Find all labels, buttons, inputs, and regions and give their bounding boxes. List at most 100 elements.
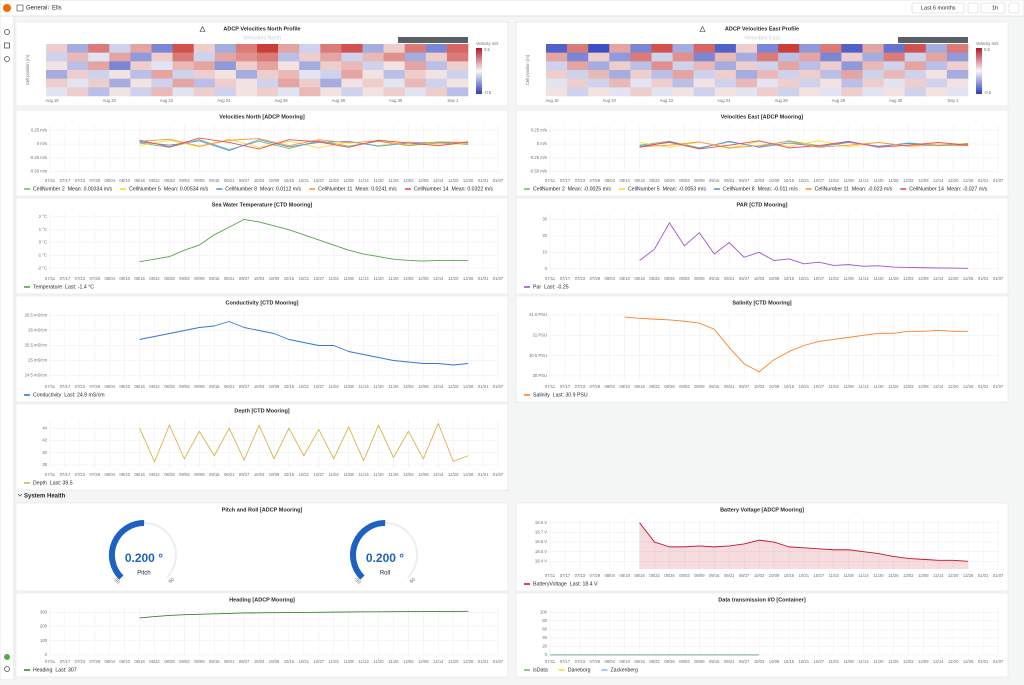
legend-stat: Last: 24.9 mS/cm [64, 392, 104, 398]
heatmap-cell [862, 70, 884, 79]
heatmap-cell [588, 61, 610, 71]
x-tick-label: 09/15 [209, 659, 220, 664]
search-icon[interactable] [4, 29, 10, 35]
refresh-interval[interactable]: 1h [992, 5, 998, 11]
x-tick-label: 10/09 [769, 384, 780, 389]
heatmap-cell [425, 52, 448, 62]
heatmap-cell [735, 78, 758, 88]
x-tick-label: 09/27 [239, 384, 250, 389]
heatmap-cell [404, 70, 427, 79]
heatmap-cell [130, 52, 152, 62]
time-picker[interactable] [911, 2, 965, 14]
colorbar-tick: -0.5 [984, 90, 992, 95]
logo[interactable] [3, 4, 11, 12]
x-tick-label: 11/26 [888, 573, 899, 578]
x-tick-label: 08/04 [604, 659, 615, 664]
tv-mode-button[interactable] [1008, 2, 1020, 14]
avatar[interactable] [4, 654, 10, 660]
panel-title: Data transmission I/O [Container] [718, 597, 806, 603]
row-chevron[interactable] [17, 493, 23, 497]
panel [15, 197, 509, 295]
x-tick-label: 09/21 [224, 472, 235, 477]
x-tick-label: 09/27 [239, 178, 250, 183]
legend-stat: Mean: 0.0322 m/s [452, 186, 494, 192]
heatmap-cell [214, 87, 237, 97]
row-title[interactable]: System Health [24, 494, 66, 500]
y-tick-label: 26.5 mS/cm [25, 313, 48, 318]
x-tick-label: 08/22 [149, 276, 160, 281]
x-tick-label: 11/08 [344, 276, 355, 281]
heatmap-cell [257, 61, 279, 71]
x-tick-label: 01/07 [493, 178, 504, 183]
colorbar-label: Velocity m/s [976, 41, 998, 46]
breadcrumb-folder[interactable]: General [26, 6, 47, 12]
x-tick-label: 07/23 [575, 276, 586, 281]
heatmap-cell [630, 52, 652, 62]
panel [15, 403, 509, 491]
x-tick-label: 11/20 [873, 384, 884, 389]
x-tick-label: 08/04 [104, 178, 115, 183]
x-tick-label: 08/10 [619, 178, 630, 183]
heatmap-cell [609, 61, 631, 71]
heatmap-cell [799, 87, 821, 97]
x-tick-label: 09/21 [724, 659, 735, 664]
x-tick-label: 07/29 [90, 178, 101, 183]
x-tick-label: 09/27 [739, 178, 750, 183]
y-tick-label: 60 [542, 626, 547, 631]
x-tick-label: 01/01 [978, 659, 989, 664]
x-tick-label: 07/23 [575, 178, 586, 183]
alerts-icon[interactable] [4, 56, 10, 62]
panel-subtitle: Velocities East [744, 35, 780, 41]
x-tick-label: 07/17 [560, 573, 571, 578]
x-tick-label: 12/26 [963, 276, 974, 281]
x-tick-label: 12/20 [448, 178, 459, 183]
x-tick-label: 12/08 [418, 276, 429, 281]
heatmap-cell [778, 44, 800, 53]
x-tick-label: 08/16 [134, 384, 145, 389]
x-tick-label: 08/28 [664, 573, 675, 578]
heatmap-cell [341, 44, 363, 53]
series-line [139, 610, 469, 619]
heatmap-cell [193, 52, 216, 62]
panel-title: Battery Voltage [ADCP Mooring] [720, 507, 804, 513]
heatmap-cell [46, 70, 68, 79]
heatmap-cell [672, 61, 694, 71]
x-tick-label: 08/22 [649, 178, 660, 183]
x-tick-label: 12/02 [903, 659, 914, 664]
breadcrumb-dashboard[interactable]: Ells [52, 6, 62, 12]
x-tick-label: 10/27 [814, 573, 825, 578]
x-tick-label: 12/02 [903, 384, 914, 389]
gauge-min: -90 [352, 576, 362, 586]
heatmap-cell [278, 52, 300, 62]
x-tick-label: 09/03 [679, 659, 690, 664]
x-tick-label: 10/21 [299, 384, 310, 389]
x-tick-label: Aug 22 [160, 98, 174, 103]
refresh-picker[interactable] [980, 2, 1006, 14]
heatmap-cell [546, 87, 568, 97]
x-tick-label: 08/10 [619, 384, 630, 389]
x-tick-label: 08/04 [104, 384, 115, 389]
x-tick-label: 08/28 [664, 659, 675, 664]
heatmap-cell [799, 52, 821, 62]
y-tick-label: 300 [40, 609, 48, 614]
x-tick-label: 08/16 [634, 276, 645, 281]
heatmap-cell [151, 61, 173, 71]
y-tick-label: 31.5 PSU [529, 312, 547, 317]
x-tick-label: 11/02 [329, 178, 340, 183]
heatmap-cell [651, 44, 673, 53]
x-tick-label: 10/09 [269, 659, 280, 664]
heatmap-cell [567, 52, 589, 62]
x-tick-label: 09/15 [209, 472, 220, 477]
heatmap-cell [862, 52, 884, 62]
x-tick-label: 11/14 [359, 659, 370, 664]
zoom-button[interactable] [967, 2, 979, 14]
x-tick-label: 09/09 [194, 178, 205, 183]
x-tick-label: 09/27 [739, 573, 750, 578]
help-icon[interactable] [4, 666, 10, 672]
legend-label: CellNumber 14 [414, 186, 449, 192]
time-range[interactable]: Last 6 months [921, 5, 956, 11]
y-tick-label: 20 [542, 644, 547, 649]
colorbar-tick: 0.5 [484, 47, 490, 52]
x-tick-label: 12/08 [418, 472, 429, 477]
dashboards-icon[interactable] [4, 42, 10, 49]
